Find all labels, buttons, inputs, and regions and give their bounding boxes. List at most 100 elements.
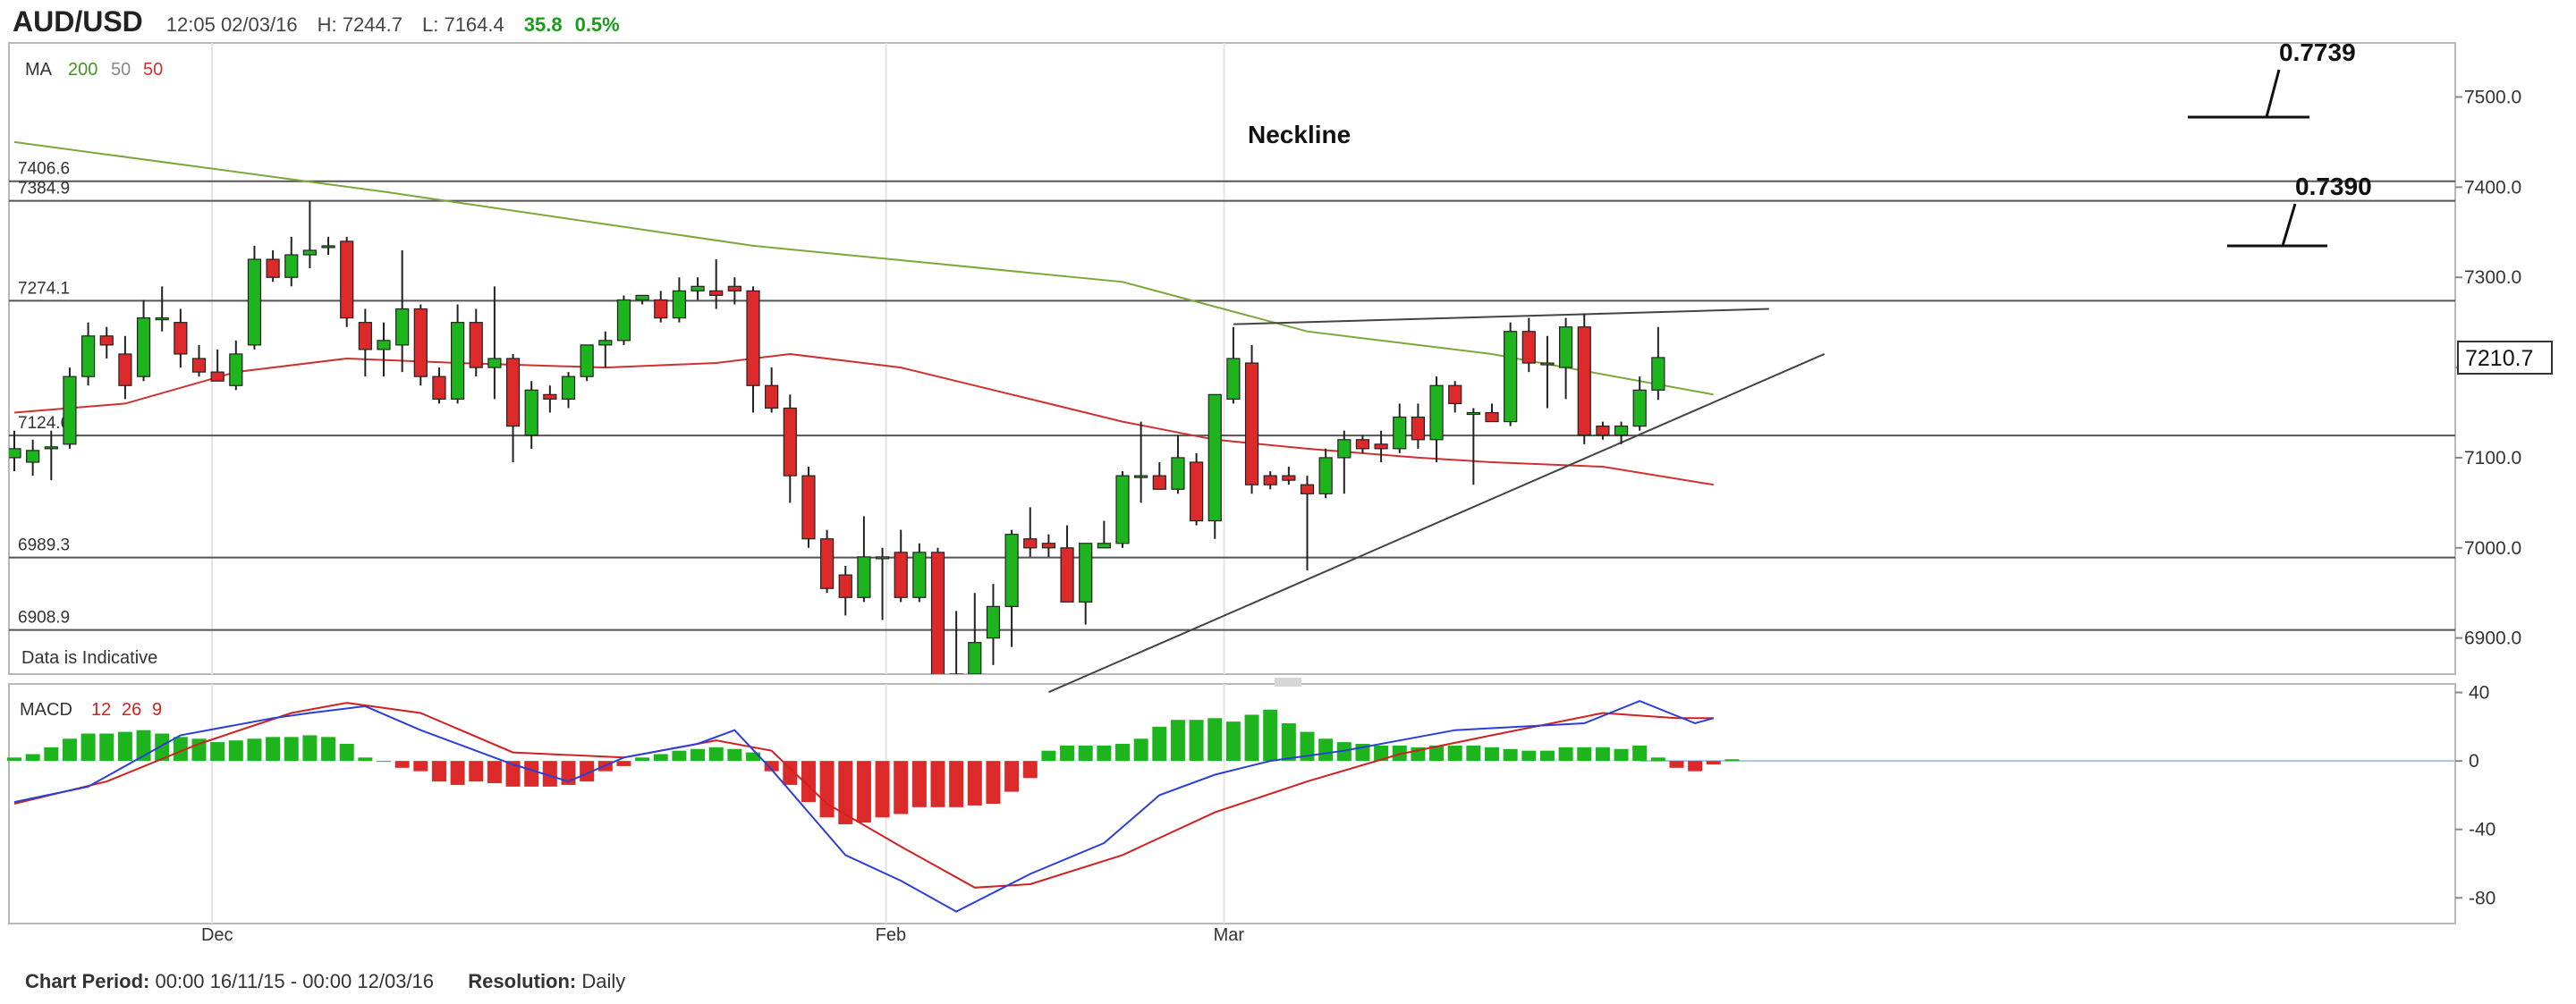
macd-histogram-bar (1650, 757, 1665, 762)
panel-resize-handle[interactable] (1275, 678, 1301, 687)
candle (1632, 376, 1647, 431)
y-tick-label: 7500.0 (2464, 88, 2521, 108)
high-value: H: 7244.7 (317, 13, 402, 36)
candle (1466, 408, 1480, 485)
candle-body (1318, 457, 1333, 494)
candle-body (1300, 484, 1315, 494)
candle-body (505, 358, 521, 427)
macd-histogram-bar (228, 740, 243, 762)
candle (1596, 421, 1610, 440)
macd-histogram-bar (580, 761, 595, 782)
candle-body (469, 322, 483, 368)
candle (247, 245, 262, 350)
candle-body (1466, 411, 1480, 416)
candle-body (1097, 543, 1111, 549)
candle (1337, 430, 1352, 494)
candle-body (44, 446, 58, 450)
candle (413, 304, 428, 386)
candle (1374, 430, 1388, 462)
macd-histogram-bar (783, 761, 798, 785)
candle (1263, 471, 1277, 490)
macd-histogram-bar (524, 761, 539, 787)
macd-histogram-bar (801, 761, 816, 803)
macd-panel-frame (8, 683, 2456, 924)
macd-histogram-bar (1244, 714, 1259, 762)
macd-histogram-bar (450, 761, 465, 785)
candle (912, 543, 927, 603)
target-pointer-line (2265, 69, 2281, 118)
candle (136, 300, 151, 382)
symbol-title: AUD/USD (13, 5, 143, 38)
macd-histogram-bar (1466, 745, 1481, 762)
target-label: 0.7739 (2279, 38, 2356, 66)
candle (543, 385, 557, 413)
candle (1521, 317, 1536, 373)
macd-histogram-bar (1614, 748, 1629, 762)
candle-body (1171, 457, 1185, 490)
macd-legend-label: MACD (20, 700, 72, 720)
y-tick-label: 7400.0 (2464, 177, 2521, 198)
candle-body (875, 556, 890, 560)
candle (1282, 467, 1296, 485)
candle (1244, 344, 1259, 494)
macd-histogram-bar (561, 761, 576, 785)
candle (783, 394, 797, 503)
y-tick-label: 7100.0 (2464, 448, 2521, 468)
candle (930, 547, 945, 674)
candle (321, 236, 335, 256)
candle (1300, 476, 1315, 571)
candle (1540, 335, 1555, 409)
low-value: L: 7164.4 (422, 13, 504, 36)
macd-histogram-bar (1115, 744, 1130, 762)
candle-body (229, 353, 243, 386)
candle-body (1374, 443, 1388, 450)
candle-body (1189, 461, 1204, 522)
macd-histogram-bar (394, 761, 410, 768)
candle-body (819, 538, 835, 589)
macd-histogram-bar (1447, 745, 1462, 762)
candle (44, 430, 58, 481)
candle-body (80, 335, 96, 377)
candle-body (395, 308, 410, 346)
macd-histogram-bar (653, 754, 668, 762)
candle-body (524, 389, 538, 436)
candle (9, 430, 21, 472)
candle-body (1115, 475, 1130, 544)
macd-legend-signal: 9 (152, 700, 162, 720)
macd-histogram-bar (266, 737, 281, 762)
candle (451, 304, 465, 404)
neckline-line (1233, 308, 1769, 325)
candle-body (1448, 384, 1462, 405)
candle-body (1282, 475, 1296, 481)
candle-body (174, 322, 188, 355)
price-panel-frame (8, 42, 2456, 675)
candle-body (413, 308, 428, 377)
y-tick-label: 7300.0 (2464, 267, 2521, 288)
macd-histogram-bar (1152, 726, 1167, 762)
macd-histogram-bar (911, 761, 927, 807)
candle (1504, 322, 1518, 426)
candle-body (377, 340, 391, 350)
macd-histogram-bar (930, 761, 945, 807)
candle-body (912, 552, 927, 598)
candle (1614, 421, 1629, 444)
candle (358, 308, 372, 377)
macd-histogram-bar (1041, 750, 1056, 762)
macd-histogram-bar (99, 733, 114, 762)
candle (838, 565, 852, 616)
macd-histogram-bar (819, 761, 835, 818)
macd-histogram-bar (1558, 747, 1573, 762)
candle-body (118, 353, 132, 386)
candle (174, 308, 188, 368)
candle (561, 372, 576, 409)
candle (1558, 317, 1573, 400)
candle (210, 349, 225, 382)
candle-body (616, 299, 631, 342)
candle-body (672, 290, 687, 319)
price-level-label: 6908.9 (18, 609, 70, 628)
change-value: 35.8 (523, 13, 563, 36)
candle (1079, 543, 1093, 625)
candle (1152, 461, 1166, 490)
macd-histogram-bar (1208, 718, 1223, 762)
